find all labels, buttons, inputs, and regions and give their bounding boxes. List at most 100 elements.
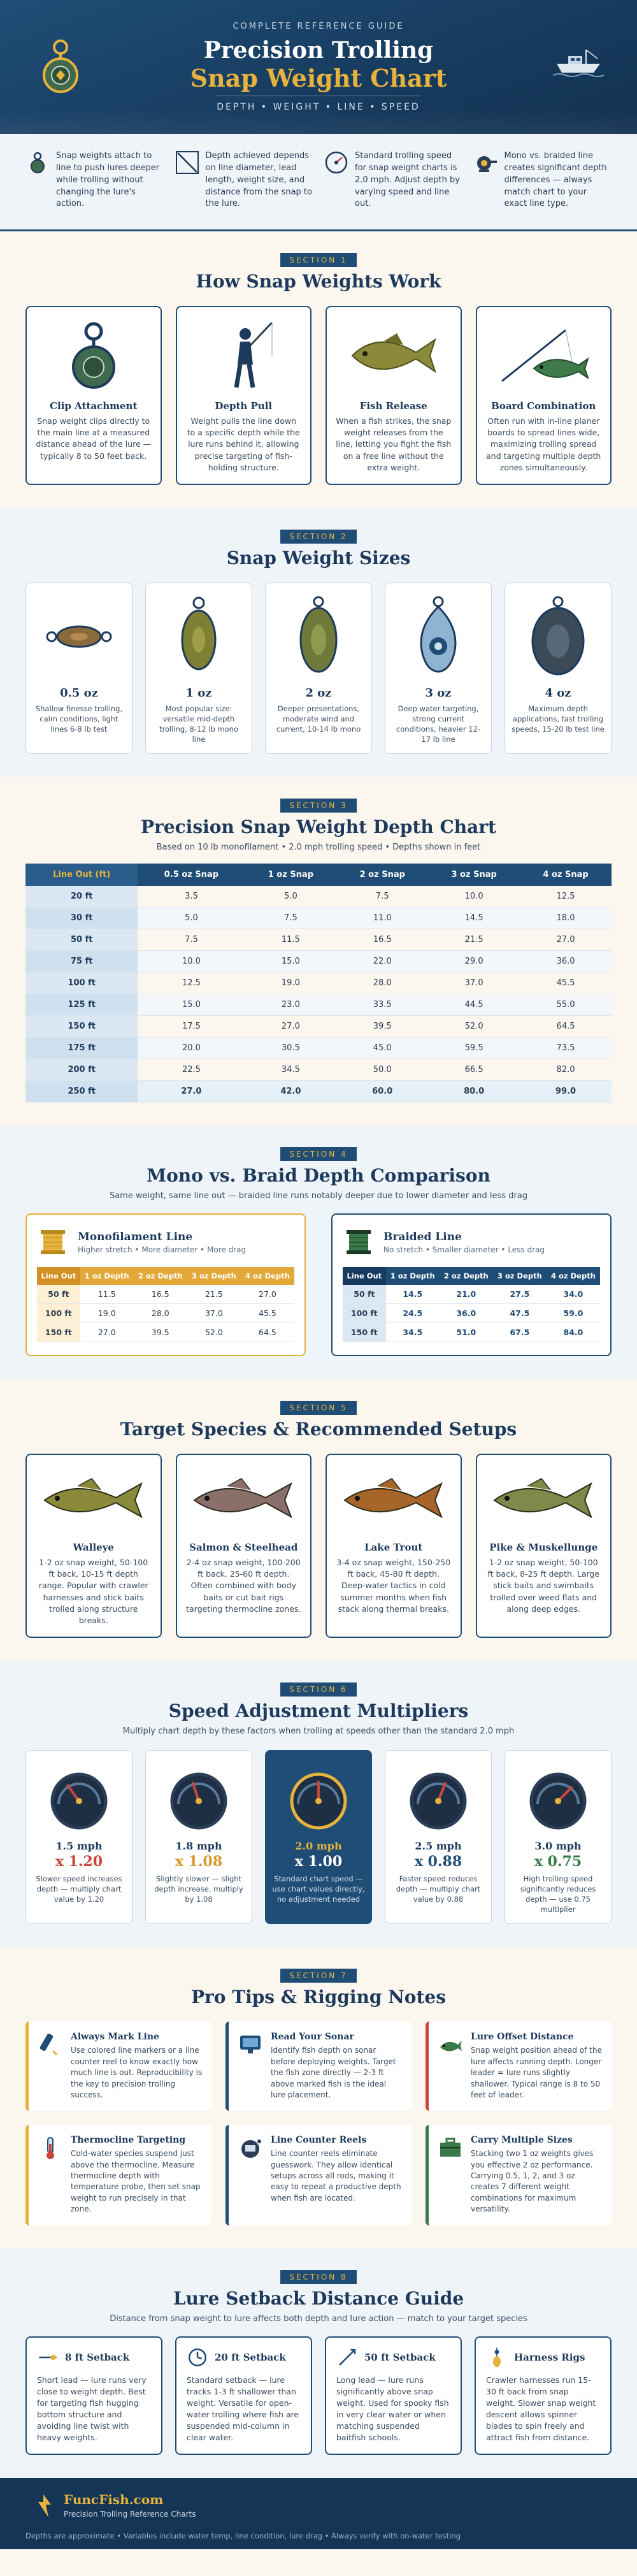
long-lead-icon	[339, 2348, 356, 2366]
depth-cell: 27.0	[138, 1080, 245, 1103]
size-weight: 0.5 oz	[60, 686, 98, 700]
section-subtitle: Distance from snap weight to lure affect…	[110, 2313, 527, 2324]
speedometer-icon	[152, 1760, 245, 1836]
line-out-cell: 100 ft	[25, 972, 138, 995]
table-row: 100 ft 19.0 28.0 37.0 45.5	[37, 1303, 294, 1324]
speed-card: 1.8 mph x 1.08 Slightly slower — slight de…	[145, 1749, 252, 1925]
boat-icon	[552, 46, 605, 80]
table-header: Line Out (ft)	[25, 864, 138, 886]
section-title: How Snap Weights Work	[196, 271, 441, 293]
table-row: 125 ft 15.0 23.0 33.5 44.5 55.0	[25, 994, 612, 1017]
species-text: 1-2 oz snap weight, 50-100 ft back, 8-25…	[487, 1558, 600, 1614]
size-text: Deeper presentations, moderate wind and …	[276, 704, 361, 734]
table-header: 0.5 oz Snap	[138, 864, 245, 886]
depth-cell: 22.5	[138, 1059, 245, 1082]
speedometer-icon	[512, 1760, 605, 1836]
speed-text: High trolling speed significantly reduce…	[520, 1874, 596, 1914]
setback-text: Standard setback — lure tracks 1-3 ft sh…	[187, 2375, 299, 2443]
section-subtitle: Same weight, same line out — braided lin…	[109, 1191, 528, 1201]
table-header: 4 oz Depth	[240, 1267, 294, 1285]
tip-text: Stacking two 1 oz weights gives you effe…	[471, 2149, 594, 2214]
intro-text: Depth achieved depends on line diameter,…	[205, 151, 312, 209]
mono-subtitle: Higher stretch • More diameter • More dr…	[78, 1245, 247, 1254]
depth-cell: 42.0	[245, 1080, 337, 1103]
depth-cell: 5.0	[245, 886, 337, 908]
tip-title: Always Mark Line	[71, 2032, 159, 2043]
hero-subtitle: DEPTH • WEIGHT • LINE • SPEED	[217, 102, 420, 112]
depth-cell: 27.0	[245, 1015, 337, 1038]
footer-brand-link[interactable]: FuncFish.com	[64, 2492, 164, 2508]
card-text: Snap weight clips directly to the main l…	[36, 416, 152, 461]
footer-note: Depths are approximate • Variables inclu…	[25, 2531, 461, 2541]
depth-cell: 27.0	[520, 929, 612, 952]
depth-cell: 30.5	[245, 1037, 337, 1060]
section-how-snap-weights-work: SECTION 1 How Snap Weights Work Clip Att…	[0, 231, 637, 508]
size-card: 3 oz Deep water targeting, strong curren…	[385, 582, 492, 755]
intro-item: Depth achieved depends on line diameter,…	[175, 150, 313, 210]
section-title: Lure Setback Distance Guide	[173, 2287, 464, 2309]
speed-text: Standard chart speed — use chart values …	[272, 1874, 365, 1904]
table-row: 200 ft 22.5 34.5 50.0 66.5 82.0	[25, 1059, 612, 1082]
sonar-icon	[240, 2036, 261, 2054]
depth-cell: 12.5	[138, 972, 245, 995]
tip-card: Carry Multiple Sizes Stacking two 1 oz we…	[426, 2125, 612, 2225]
depth-cell: 60.0	[336, 1080, 429, 1103]
depth-cell: 18.0	[520, 907, 612, 930]
depth-cell: 47.5	[492, 1303, 547, 1324]
card-title: Clip Attachment	[50, 400, 138, 412]
mono-line-box: Monofilament Line Higher stretch • More …	[25, 1213, 306, 1357]
depth-cell: 11.0	[336, 907, 429, 930]
depth-cell: 34.5	[385, 1322, 440, 1343]
depth-cell: 27.0	[240, 1285, 294, 1305]
speed-mph: 1.8 mph	[175, 1839, 222, 1852]
section-lure-setback: SECTION 8 Lure Setback Distance Guide Di…	[0, 2248, 637, 2478]
species-text: 1-2 oz snap weight, 50-100 ft back, 10-1…	[38, 1558, 148, 1625]
depth-cell: 16.5	[336, 929, 429, 952]
depth-cell: 7.5	[245, 907, 337, 930]
weight-3oz-icon	[392, 592, 485, 681]
section-badge: SECTION 8	[280, 2269, 357, 2284]
table-header: 2 oz Snap	[336, 864, 429, 886]
depth-cell: 15.0	[138, 994, 245, 1017]
depth-angle-icon	[175, 151, 199, 174]
depth-cell: 21.5	[428, 929, 520, 952]
depth-cell: 29.0	[428, 950, 520, 973]
table-header: Line Out	[343, 1267, 386, 1285]
depth-cell: 55.0	[520, 994, 612, 1017]
depth-cell: 59.5	[428, 1037, 520, 1060]
speed-mph: 2.5 mph	[415, 1839, 462, 1852]
size-weight: 1 oz	[185, 686, 212, 700]
species-card: Lake Trout 3-4 oz snap weight, 150-250 ft…	[326, 1454, 462, 1638]
angler-icon	[186, 317, 302, 394]
section-badge: SECTION 7	[280, 1969, 357, 1983]
depth-cell: 84.0	[546, 1322, 600, 1343]
speedometer-icon	[272, 1760, 365, 1836]
line-out-cell: 150 ft	[25, 1015, 138, 1038]
speed-card: 3.0 mph x 0.75 High trolling speed signifi…	[505, 1749, 612, 1925]
mono-depth-table: Line Out 1 oz Depth 2 oz Depth 3 oz Depth 4 …	[37, 1267, 294, 1343]
species-title: Salmon & Steelhead	[189, 1542, 298, 1554]
tip-text: Cold-water species suspend just above th…	[71, 2149, 201, 2214]
species-title: Lake Trout	[364, 1542, 423, 1554]
depth-cell: 11.5	[245, 929, 337, 952]
table-header: 2 oz Depth	[439, 1267, 493, 1285]
intro-strip: Snap weights attach to line to push lure…	[0, 134, 637, 232]
depth-cell: 24.5	[385, 1303, 440, 1324]
hero-wave	[0, 108, 637, 134]
speed-card: 2.5 mph x 0.88 Faster speed reduces depth …	[385, 1749, 492, 1925]
size-text: Maximum depth applications, fast trollin…	[512, 704, 605, 734]
speedometer-icon	[32, 1760, 125, 1836]
table-row: 50 ft 14.5 21.0 27.5 34.0	[343, 1285, 600, 1305]
depth-cell: 21.5	[187, 1285, 241, 1305]
depth-cell: 99.0	[520, 1080, 612, 1103]
line-out-cell: 50 ft	[25, 929, 138, 952]
depth-cell: 7.5	[336, 886, 429, 908]
mono-spool-icon	[41, 1230, 65, 1255]
depth-cell: 45.5	[520, 972, 612, 995]
braid-line-box: Braided Line No stretch • Smaller diamet…	[331, 1213, 612, 1357]
section-subtitle: Based on 10 lb monofilament • 2.0 mph tr…	[156, 843, 481, 853]
tip-text: Use colored line markers or a line count…	[71, 2046, 203, 2099]
table-row: 250 ft 27.0 42.0 60.0 80.0 99.0	[25, 1080, 612, 1103]
table-header: 3 oz Depth	[187, 1267, 241, 1285]
fish-icon	[336, 1465, 452, 1535]
